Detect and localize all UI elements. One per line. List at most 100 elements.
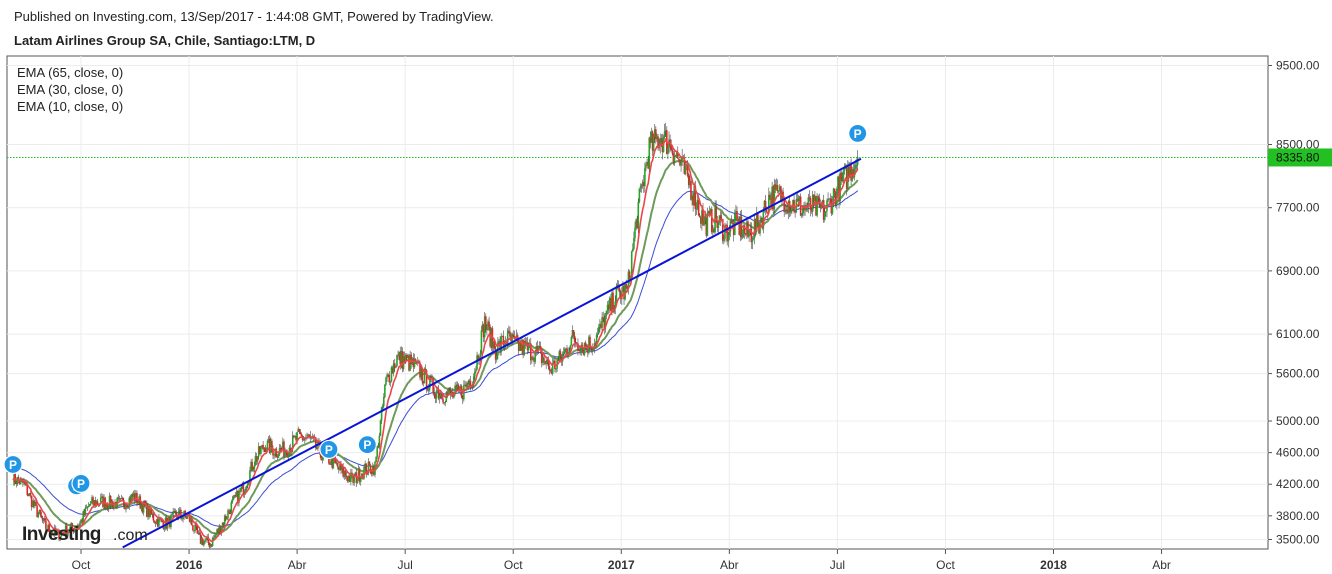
candle-body (58, 529, 60, 540)
candle-body (336, 463, 339, 468)
candle-body (565, 348, 567, 350)
candle-body (629, 277, 632, 279)
candle-body (45, 520, 47, 530)
candle-body (49, 531, 52, 535)
candle-body (768, 194, 770, 214)
candle-body (118, 498, 121, 500)
candle-body (178, 509, 181, 512)
candle-body (717, 222, 720, 228)
candle-body (763, 200, 766, 212)
candle-body (274, 448, 276, 455)
candle-body (816, 196, 818, 216)
candle-body (133, 493, 136, 502)
candle-body (594, 343, 597, 347)
candle-body (207, 536, 210, 543)
candle-body (680, 162, 682, 166)
candle-body (297, 428, 300, 432)
candle-body (330, 455, 332, 464)
candle-body (488, 321, 490, 327)
candle-body (545, 362, 547, 365)
candle-body (476, 355, 478, 370)
candle-body (834, 192, 837, 205)
candle-body (219, 525, 222, 534)
candle-body (334, 459, 337, 464)
candle-body (589, 336, 591, 349)
candle-body (788, 200, 791, 213)
candle-body (752, 237, 755, 240)
candle-body (109, 495, 112, 507)
candle-body (130, 494, 133, 503)
candle-body (223, 515, 226, 525)
candle-body (750, 228, 753, 243)
candle-body (537, 346, 540, 351)
candle-body (796, 198, 799, 200)
candle-body (403, 356, 406, 363)
candle-body (307, 434, 309, 437)
candle-body (283, 441, 285, 457)
candle-body (551, 363, 554, 374)
candle-body (242, 483, 245, 495)
candle-body (798, 196, 801, 202)
candle-body (522, 339, 524, 356)
candle-body (611, 292, 613, 312)
candle-body (608, 298, 611, 310)
candle-body (755, 212, 758, 232)
candle-body (744, 233, 747, 235)
candle-body (670, 146, 672, 151)
candle-body (234, 494, 237, 497)
candle-body (574, 342, 577, 344)
candle-body (79, 522, 81, 528)
candle-body (228, 510, 230, 512)
candle-body (174, 510, 177, 513)
candle-body (773, 184, 776, 210)
candle-body (26, 484, 29, 496)
candle-body (392, 363, 395, 373)
candle-body (272, 448, 274, 456)
candle-body (698, 215, 701, 218)
candle-body (436, 389, 439, 391)
candle-body (370, 473, 373, 475)
candle-body (625, 284, 628, 287)
candle-body (562, 352, 565, 354)
candle-body (487, 321, 489, 330)
candle-body (152, 513, 155, 521)
candle-body (508, 330, 510, 332)
candle-body (46, 529, 48, 531)
candle-body (216, 529, 218, 535)
candle-body (482, 324, 485, 338)
candle-body (413, 359, 416, 368)
candle-body (365, 463, 368, 475)
candle-body (198, 532, 201, 535)
candle-body (810, 210, 813, 212)
candle-body (421, 368, 423, 382)
candle-body (314, 437, 317, 448)
candle-body (356, 479, 359, 484)
candle-body (114, 502, 116, 504)
candle-body (770, 197, 772, 207)
candle-body (751, 239, 754, 243)
candle-body (321, 456, 324, 461)
candle-body (644, 168, 646, 187)
candle-body (344, 471, 347, 476)
candle-body (819, 203, 822, 209)
candle-body (794, 211, 796, 213)
candle-body (494, 348, 497, 360)
candle-body (783, 198, 785, 213)
candle-body (509, 331, 511, 337)
candle-body (442, 398, 444, 403)
candle-body (517, 341, 520, 351)
candle-body (648, 137, 651, 169)
candle-body (818, 197, 821, 204)
candle-body (320, 454, 323, 461)
candle-body (475, 369, 477, 372)
candle-body (657, 136, 659, 149)
candle-body (597, 326, 600, 334)
marker-label: P (77, 477, 85, 491)
candle-body (513, 335, 516, 337)
candle-body (401, 351, 404, 369)
candle-body (88, 503, 91, 506)
candle-body (808, 197, 811, 199)
candle-body (700, 217, 702, 224)
candle-body (587, 345, 589, 353)
